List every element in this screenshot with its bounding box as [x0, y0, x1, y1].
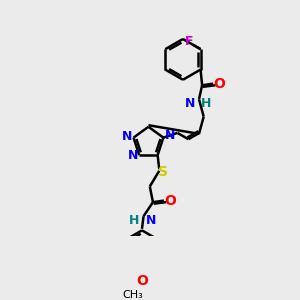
Text: N: N — [146, 214, 156, 227]
Text: H: H — [201, 97, 212, 110]
Text: CH₃: CH₃ — [122, 290, 143, 300]
Text: S: S — [158, 165, 168, 179]
Text: O: O — [213, 77, 225, 91]
Text: O: O — [164, 194, 176, 208]
Text: H: H — [129, 214, 140, 227]
Text: N: N — [185, 97, 195, 110]
Text: O: O — [136, 274, 148, 288]
Text: N: N — [128, 149, 138, 162]
Text: N: N — [164, 129, 175, 142]
Text: F: F — [184, 35, 193, 48]
Text: N: N — [122, 130, 132, 143]
